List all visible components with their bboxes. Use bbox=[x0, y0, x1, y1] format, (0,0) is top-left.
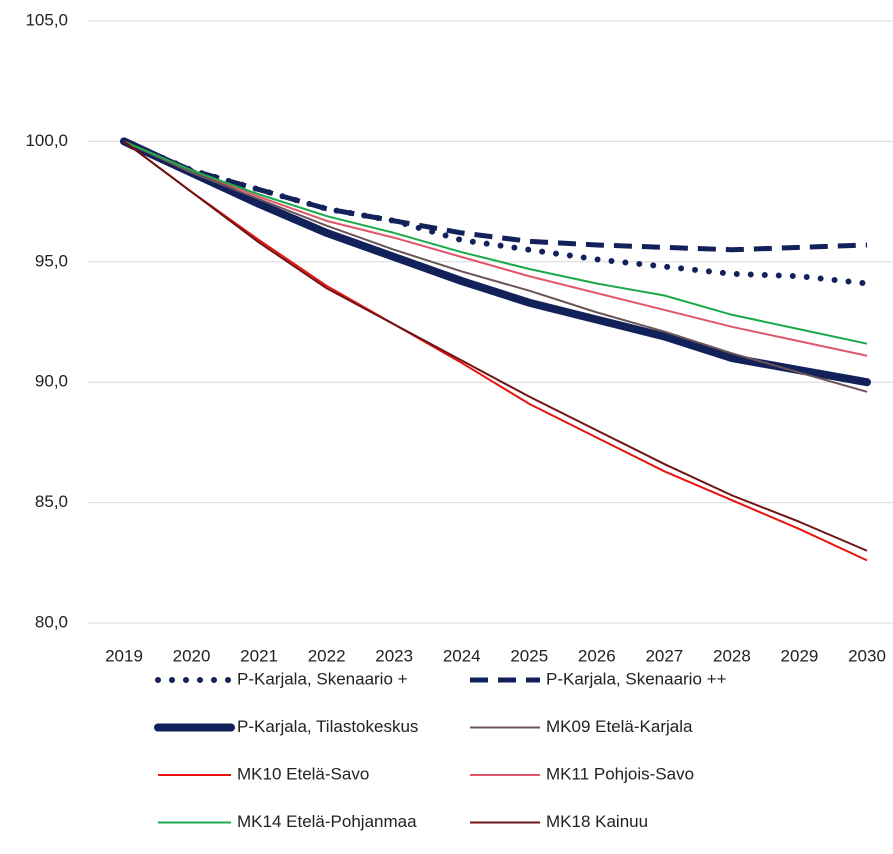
legend-label: P-Karjala, Skenaario + bbox=[237, 669, 408, 688]
legend-label: MK09 Etelä-Karjala bbox=[546, 717, 693, 736]
y-tick-label: 100,0 bbox=[25, 131, 68, 150]
x-tick-label: 2028 bbox=[713, 646, 751, 665]
y-tick-label: 105,0 bbox=[25, 10, 68, 29]
legend-label: MK10 Etelä-Savo bbox=[237, 764, 369, 783]
series-line bbox=[123, 140, 868, 562]
x-tick-label: 2027 bbox=[645, 646, 683, 665]
series-line bbox=[123, 139, 868, 253]
legend-label: MK18 Kainuu bbox=[546, 812, 648, 831]
y-tick-label: 95,0 bbox=[35, 251, 68, 270]
series-line bbox=[120, 137, 871, 387]
x-tick-label: 2029 bbox=[781, 646, 819, 665]
legend-label: MK14 Etelä-Pohjanmaa bbox=[237, 812, 417, 831]
legend-label: P-Karjala, Tilastokeskus bbox=[237, 717, 418, 736]
y-tick-label: 90,0 bbox=[35, 372, 68, 391]
legend-label: P-Karjala, Skenaario ++ bbox=[546, 669, 727, 688]
legend-label: MK11 Pohjois-Savo bbox=[546, 764, 694, 783]
series-line bbox=[123, 140, 868, 393]
series-line bbox=[123, 140, 868, 552]
series-line bbox=[123, 140, 868, 357]
y-tick-label: 80,0 bbox=[35, 612, 68, 631]
x-tick-label: 2020 bbox=[173, 646, 211, 665]
x-tick-label: 2021 bbox=[240, 646, 278, 665]
x-tick-label: 2022 bbox=[308, 646, 346, 665]
x-tick-label: 2030 bbox=[848, 646, 886, 665]
y-tick-label: 85,0 bbox=[35, 492, 68, 511]
x-tick-label: 2019 bbox=[105, 646, 143, 665]
x-tick-label: 2026 bbox=[578, 646, 616, 665]
x-tick-label: 2023 bbox=[375, 646, 413, 665]
series-line bbox=[123, 140, 868, 345]
x-tick-label: 2024 bbox=[443, 646, 481, 665]
x-tick-label: 2025 bbox=[510, 646, 548, 665]
